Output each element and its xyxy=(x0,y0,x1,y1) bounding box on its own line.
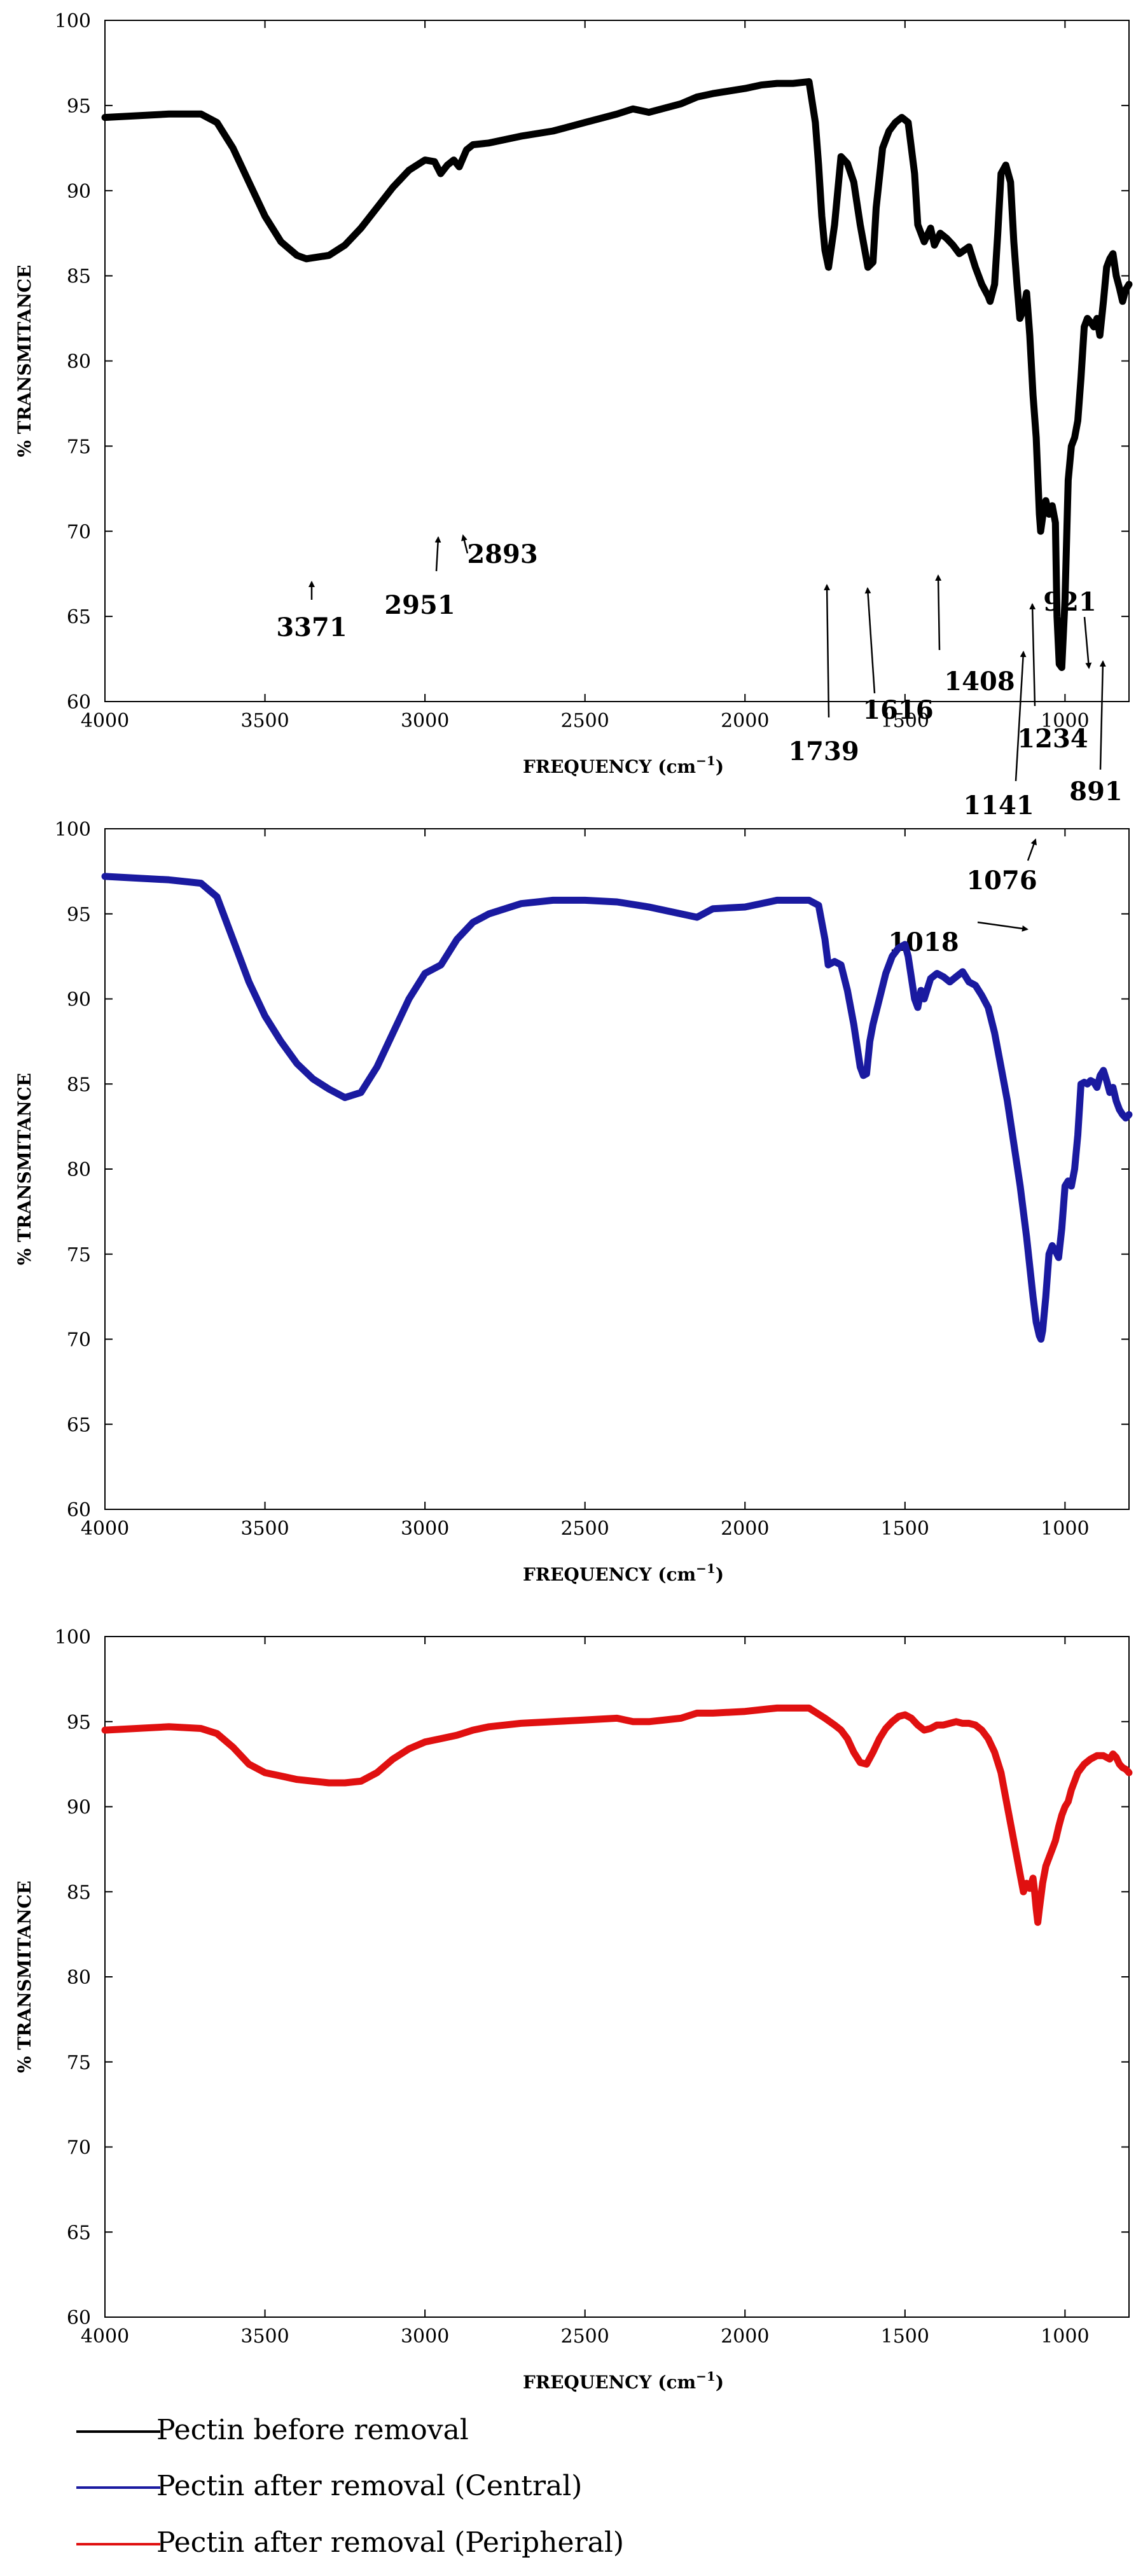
peak-arrow xyxy=(1027,838,1037,861)
peak-label: 1018 xyxy=(888,927,959,957)
x-tick-label: 2500 xyxy=(561,710,609,732)
legend-label: Pectin before removal xyxy=(156,2414,469,2446)
legend-label: Pectin after removal (Central) xyxy=(156,2470,582,2502)
peak-arrow xyxy=(434,536,441,572)
peak-label: 1234 xyxy=(1017,724,1088,754)
y-tick-label: 85 xyxy=(67,1881,91,1904)
y-tick-label: 85 xyxy=(67,266,91,288)
peak-label: 1076 xyxy=(966,866,1037,896)
y-axis-label: % TRANSMITANCE xyxy=(14,265,35,457)
x-tick-label: 1000 xyxy=(1041,710,1089,732)
peak-arrow xyxy=(1099,660,1106,770)
x-tick-label: 1000 xyxy=(1041,1518,1089,1540)
y-tick-label: 100 xyxy=(55,10,91,32)
x-tick-label: 3000 xyxy=(401,710,449,732)
y-tick-label: 60 xyxy=(67,691,91,714)
peak-label: 1408 xyxy=(944,667,1015,696)
peak-label: 891 xyxy=(1069,777,1123,807)
x-tick-label: 3000 xyxy=(401,2325,449,2348)
legend-entry: Pectin after removal (Central) xyxy=(76,2470,582,2502)
y-tick-label: 65 xyxy=(67,2222,91,2244)
y-tick-label: 100 xyxy=(55,819,91,841)
x-tick-label: 3500 xyxy=(240,2325,289,2348)
series-line-central xyxy=(101,873,1133,1343)
peak-label: 3371 xyxy=(276,613,347,642)
peak-arrow xyxy=(935,574,942,651)
y-tick-label: 75 xyxy=(67,1244,91,1266)
y-tick-label: 90 xyxy=(67,989,91,1011)
y-tick-label: 70 xyxy=(67,521,91,543)
peak-label: 1616 xyxy=(862,695,933,725)
x-axis-label: FREQUENCY (cm−1) xyxy=(523,2369,724,2393)
x-tick-label: 2000 xyxy=(721,2325,769,2348)
y-tick-label: 95 xyxy=(67,1712,91,1734)
y-tick-label: 95 xyxy=(67,904,91,926)
peak-label: 1141 xyxy=(963,791,1034,821)
x-tick-label: 1500 xyxy=(881,2325,929,2348)
y-tick-label: 70 xyxy=(67,1329,91,1352)
peak-label: 1739 xyxy=(788,737,859,766)
y-tick-label: 95 xyxy=(67,95,91,118)
peak-label: 2951 xyxy=(384,590,455,620)
y-tick-label: 65 xyxy=(67,1414,91,1436)
x-tick-label: 1500 xyxy=(881,1518,929,1540)
x-tick-label: 4000 xyxy=(81,2325,129,2348)
chart-before: 60 65 70 75 80 85 90 95 100 4000 3500 3000 2500 2000 1… xyxy=(14,10,1133,957)
y-tick-label: 65 xyxy=(67,606,91,628)
legend: Pectin before removal Pectin after remova… xyxy=(76,2414,624,2559)
peak-arrow xyxy=(864,587,876,694)
peak-arrow xyxy=(1015,651,1027,782)
x-tick-label: 3500 xyxy=(240,1518,289,1540)
y-tick-label: 60 xyxy=(67,1499,91,1521)
y-tick-label: 75 xyxy=(67,2052,91,2074)
x-tick-label: 2000 xyxy=(721,1518,769,1540)
y-tick-label: 100 xyxy=(55,1626,91,1649)
y-axis-label: % TRANSMITANCE xyxy=(14,1073,35,1265)
x-tick-label: 1500 xyxy=(881,710,929,732)
x-tick-label: 4000 xyxy=(81,1518,129,1540)
x-tick-label: 3000 xyxy=(401,1518,449,1540)
legend-entry: Pectin before removal xyxy=(76,2414,469,2446)
x-axis-label: FREQUENCY (cm−1) xyxy=(523,1561,724,1585)
legend-label: Pectin after removal (Peripheral) xyxy=(156,2526,624,2559)
peak-arrow xyxy=(824,584,831,718)
y-tick-label: 75 xyxy=(67,436,91,458)
peak-arrow xyxy=(1029,603,1036,707)
peak-arrow xyxy=(461,534,469,554)
peak-label: 921 xyxy=(1043,587,1097,617)
chart-peripheral: 60 65 70 75 80 85 90 95 100 4000 3500 3000 2500 2000 1… xyxy=(14,1626,1133,2393)
y-tick-label: 80 xyxy=(67,351,91,373)
y-tick-label: 80 xyxy=(67,1159,91,1181)
peak-label: 2893 xyxy=(467,539,537,569)
y-axis-label: % TRANSMITANCE xyxy=(14,1881,35,2073)
chart-central: 60 65 70 75 80 85 90 95 100 4000 3500 3000 2500 2000 1… xyxy=(14,819,1133,1585)
y-tick-label: 85 xyxy=(67,1074,91,1096)
x-tick-label: 2500 xyxy=(561,1518,609,1540)
x-tick-label: 2000 xyxy=(721,710,769,732)
x-tick-label: 3500 xyxy=(240,710,289,732)
peak-arrow xyxy=(1083,616,1092,669)
series-line-peripheral xyxy=(101,1704,1133,1926)
y-tick-label: 90 xyxy=(67,181,91,203)
series-line-before xyxy=(101,78,1133,671)
y-tick-label: 60 xyxy=(67,2307,91,2329)
y-tick-label: 80 xyxy=(67,1967,91,1989)
x-tick-label: 1000 xyxy=(1041,2325,1089,2348)
y-tick-label: 70 xyxy=(67,2137,91,2159)
x-tick-label: 2500 xyxy=(561,2325,609,2348)
y-tick-label: 90 xyxy=(67,1797,91,1819)
legend-entry: Pectin after removal (Peripheral) xyxy=(76,2526,624,2559)
x-tick-label: 4000 xyxy=(81,710,129,732)
x-axis-label: FREQUENCY (cm−1) xyxy=(523,753,724,777)
peak-arrow xyxy=(977,921,1029,932)
